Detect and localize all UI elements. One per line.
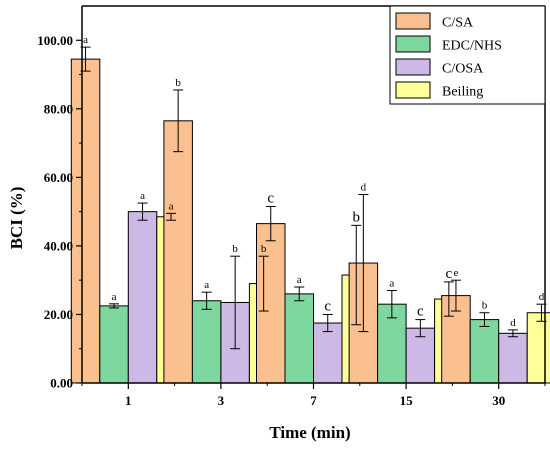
significance-label: a: [204, 279, 209, 291]
significance-label: a: [297, 274, 302, 286]
significance-label: b: [232, 243, 238, 255]
bar-edc-nhs-30: [469, 319, 500, 384]
bar-edc-nhs-1: [99, 305, 129, 384]
bar-c-sa-1: [70, 58, 101, 384]
significance-label: b: [261, 243, 267, 255]
significance-label: d: [539, 291, 545, 303]
significance-label: c: [267, 190, 274, 206]
bar-c-osa-30: [498, 332, 528, 384]
x-axis-title: Time (min): [269, 423, 350, 442]
significance-label: b: [175, 77, 181, 89]
y-tick-label: 80.00: [44, 101, 73, 116]
significance-label: b: [353, 209, 361, 225]
legend: C/SA EDC/NHS C/OSA Beiling: [389, 5, 546, 105]
legend-swatch: [395, 35, 431, 53]
y-tick-label: 60.00: [44, 170, 73, 185]
x-tick-label: 7: [310, 393, 317, 408]
significance-label: d: [361, 182, 367, 194]
significance-label: a: [83, 34, 88, 46]
y-axis-title: BCI (%): [7, 187, 26, 250]
bar-edc-nhs-7: [284, 293, 314, 384]
bar-edc-nhs-3: [191, 300, 222, 384]
legend-label: Beiling: [442, 85, 483, 100]
legend-label: EDC/NHS: [442, 39, 502, 54]
bars-layer: [70, 58, 550, 384]
y-tick-label: 20.00: [44, 307, 73, 322]
y-tick-label: 0.00: [50, 376, 73, 391]
legend-swatch: [395, 12, 431, 30]
significance-label: a: [169, 200, 174, 212]
significance-label: c: [446, 266, 453, 282]
significance-label: c: [324, 298, 331, 314]
x-tick-label: 15: [400, 393, 414, 408]
significance-label: d: [510, 317, 516, 329]
bar-c-osa-1: [127, 211, 158, 384]
significance-label: a: [389, 277, 394, 289]
x-tick-label: 3: [218, 393, 225, 408]
legend-label: C/SA: [442, 16, 474, 31]
y-tick-label: 40.00: [44, 238, 73, 253]
bar-c-sa-3: [163, 120, 193, 384]
x-tick-label: 1: [125, 393, 132, 408]
x-tick-label: 30: [492, 393, 505, 408]
legend-swatch: [395, 81, 431, 99]
y-tick-label: 100.00: [37, 33, 73, 48]
bar-beiling-30: [526, 312, 550, 384]
significance-label: c: [417, 304, 424, 320]
error-bars-layer: [80, 46, 547, 350]
significance-label: a: [112, 291, 117, 303]
significance-label: a: [140, 190, 145, 202]
legend-label: C/OSA: [442, 62, 484, 77]
significance-label: e: [454, 267, 459, 279]
significance-label: b: [482, 300, 488, 312]
legend-swatch: [395, 58, 431, 76]
axes-layer: 0.00 20.00 40.00 60.00 80.00 100.00 1 3 7 15 30: [37, 5, 546, 408]
